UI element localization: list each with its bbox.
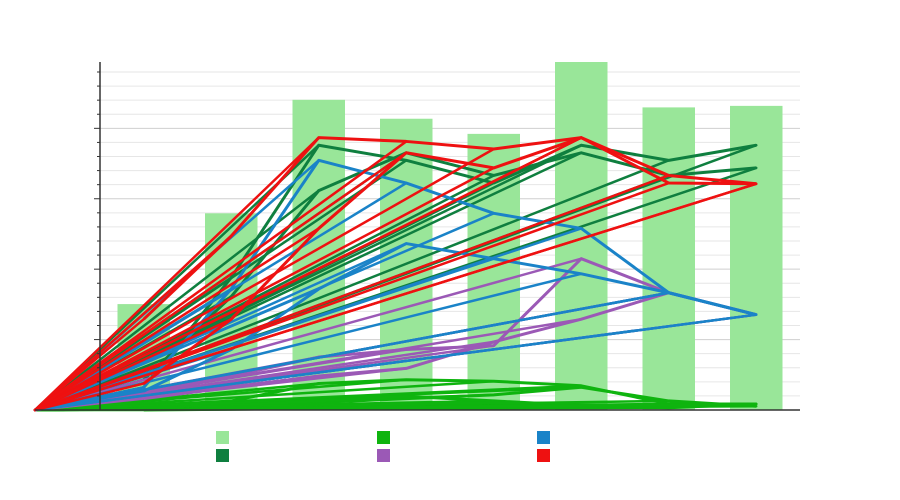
- series-line: [142, 136, 757, 385]
- series-line: [142, 143, 757, 389]
- legend: [216, 431, 550, 462]
- series-line: [143, 242, 757, 393]
- bar: [730, 105, 783, 410]
- series-chord: [33, 181, 408, 412]
- series-chord: [33, 257, 583, 412]
- series-chord: [33, 136, 320, 412]
- series-chord: [33, 227, 320, 412]
- series-chord: [33, 166, 495, 412]
- legend-swatch: [216, 431, 229, 444]
- series-line: [143, 402, 757, 412]
- series-chord: [33, 313, 758, 412]
- series-chord: [33, 291, 670, 412]
- series-chord: [33, 140, 408, 412]
- series-chord: [33, 234, 233, 412]
- series-chord: [33, 147, 495, 412]
- bar: [555, 62, 608, 410]
- bar: [642, 107, 695, 411]
- line-series: [33, 136, 758, 412]
- series-chord: [33, 151, 408, 412]
- series-line: [142, 151, 757, 381]
- series-line: [143, 378, 757, 410]
- series-chord: [33, 182, 758, 412]
- series-line: [142, 158, 757, 389]
- series-chord: [33, 159, 670, 412]
- legend-swatch: [537, 449, 550, 462]
- series-chord: [33, 174, 670, 412]
- legend-swatch: [377, 449, 390, 462]
- axes: [35, 62, 800, 411]
- legend-swatch: [216, 449, 229, 462]
- legend-swatch: [537, 431, 550, 444]
- legend-swatch: [377, 431, 390, 444]
- series-chord: [33, 136, 583, 412]
- series-chord: [33, 189, 320, 412]
- series-line: [142, 136, 757, 321]
